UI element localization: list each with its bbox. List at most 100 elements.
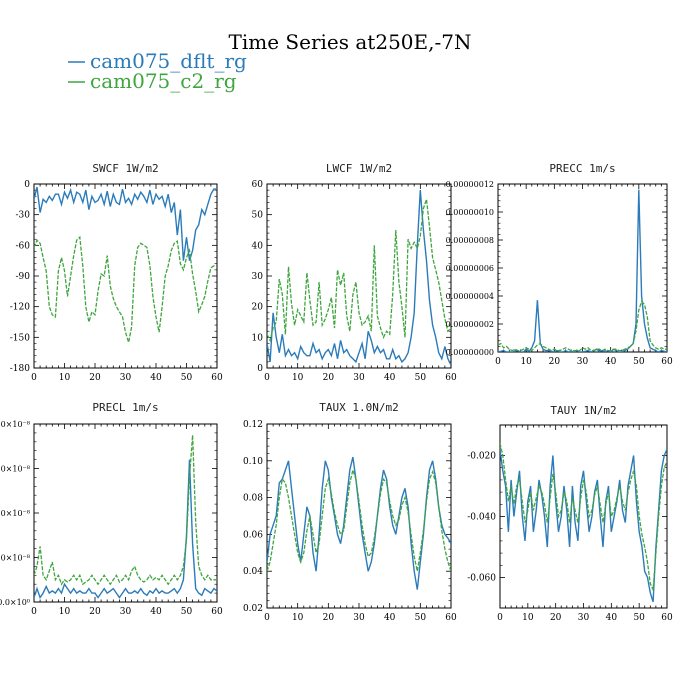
series-line-dflt [267, 456, 451, 590]
x-tick-label: 0 [495, 357, 501, 367]
legend: cam075_dflt_rg cam075_c2_rg [68, 49, 247, 93]
y-tick-label: 0 [257, 364, 263, 374]
y-tick-label: -0.060 [467, 574, 496, 584]
x-tick-label: 10 [520, 357, 532, 367]
y-tick-label: 0.00000000 [446, 348, 494, 357]
series-line-c2 [498, 300, 667, 352]
y-tick-label: 0.00000002 [446, 320, 494, 329]
panel-title: TAUY 1N/m2 [550, 404, 616, 417]
x-tick-label: 30 [353, 613, 365, 623]
x-tick-label: 60 [661, 613, 673, 623]
x-tick-label: 40 [150, 373, 162, 383]
y-tick-label: 0.00000010 [446, 208, 494, 217]
series-line-c2 [267, 199, 451, 343]
x-tick-label: 40 [384, 613, 396, 623]
x-tick-label: 20 [89, 373, 101, 383]
y-tick-label: -150 [10, 333, 30, 343]
y-tick-label: -90 [16, 272, 31, 282]
series-line-c2 [34, 235, 217, 343]
y-tick-label: 0.0×10⁰ [0, 598, 30, 607]
x-tick-label: 60 [211, 607, 223, 617]
x-tick-label: 0 [31, 607, 37, 617]
x-tick-label: 50 [415, 373, 427, 383]
legend-label-series-1: cam075_dflt_rg [90, 49, 247, 73]
series-line-dflt [34, 186, 217, 261]
x-tick-label: 60 [211, 373, 223, 383]
y-tick-label: 0.10 [243, 457, 263, 467]
x-tick-label: 40 [150, 607, 162, 617]
series-line-dflt [498, 189, 667, 352]
y-tick-label: 50 [252, 211, 264, 221]
x-tick-label: 10 [292, 373, 304, 383]
y-tick-label: -0.040 [467, 513, 496, 523]
x-tick-label: 20 [89, 607, 101, 617]
x-tick-label: 50 [181, 373, 193, 383]
x-tick-label: 20 [550, 613, 562, 623]
y-tick-label: 0 [24, 180, 30, 190]
figure-title: Time Series at250E,-7N [229, 30, 472, 54]
x-tick-label: 0 [264, 613, 270, 623]
precl-panel: PRECL 1m/s 0 10 20 30 40 50 60 4.0×10⁻⁸ 3.0×10⁻⁸ 2… [0, 401, 223, 617]
y-tick-label: 0.02 [243, 604, 263, 614]
x-tick-label: 0 [31, 373, 37, 383]
x-tick-label: 50 [181, 607, 193, 617]
x-tick-label: 30 [577, 357, 589, 367]
y-tick-label: -180 [10, 364, 30, 374]
panel-title: SWCF 1W/m2 [92, 162, 158, 175]
x-tick-label: 50 [415, 613, 427, 623]
y-tick-label: 1.0×10⁻⁸ [0, 554, 30, 563]
x-tick-label: 50 [633, 613, 645, 623]
x-tick-label: 30 [353, 373, 365, 383]
x-tick-label: 0 [264, 373, 270, 383]
y-tick-label: -60 [16, 241, 31, 251]
precc-panel: PRECC 1m/s 0 10 20 30 40 50 60 0.00000012 0.00000… [446, 162, 673, 367]
x-tick-label: 30 [120, 607, 132, 617]
legend-label-series-2: cam075_c2_rg [90, 69, 237, 93]
y-tick-label: -120 [10, 303, 30, 313]
y-tick-label: 10 [252, 333, 264, 343]
y-tick-label: 0.04 [243, 567, 263, 577]
taux-panel: TAUX 1.0N/m2 0 10 20 30 40 50 60 0.12 0.10 0.08 0.0… [243, 401, 457, 623]
panel-title: PRECC 1m/s [549, 162, 615, 175]
y-tick-label: 0.00000004 [446, 292, 494, 301]
y-tick-label: 0.00000012 [446, 180, 494, 189]
x-tick-label: 10 [522, 613, 534, 623]
x-tick-label: 10 [292, 613, 304, 623]
x-tick-label: 50 [633, 357, 645, 367]
y-tick-label: 0.00000006 [446, 264, 494, 273]
y-tick-label: 0.12 [243, 420, 263, 430]
x-tick-label: 0 [497, 613, 503, 623]
x-tick-label: 30 [120, 373, 132, 383]
y-tick-label: 30 [252, 272, 264, 282]
lwcf-panel: LWCF 1W/m2 0 10 20 30 40 50 60 60 50 40 30 20 10 0 [252, 162, 457, 383]
y-tick-label: 0.00000008 [446, 236, 494, 245]
x-tick-label: 60 [661, 357, 673, 367]
swcf-panel: SWCF 1W/m2 0 10 20 30 40 50 60 0 -30 -60 -90 -120 -15… [10, 162, 223, 383]
x-tick-label: 60 [445, 613, 457, 623]
series-line-c2 [500, 443, 667, 593]
y-tick-label: 2.0×10⁻⁸ [0, 509, 30, 518]
x-tick-label: 60 [445, 373, 457, 383]
y-tick-label: -30 [16, 211, 31, 221]
tauy-panel: TAUY 1N/m2 0 10 20 30 40 50 60 -0.020 -0.040 -0.06… [467, 404, 673, 623]
x-tick-label: 40 [384, 373, 396, 383]
x-tick-label: 20 [323, 613, 335, 623]
x-tick-label: 30 [578, 613, 590, 623]
x-tick-label: 20 [323, 373, 335, 383]
x-tick-label: 40 [606, 613, 618, 623]
series-line-c2 [267, 467, 451, 572]
y-tick-label: 0.08 [243, 494, 263, 504]
panel-title: TAUX 1.0N/m2 [319, 401, 398, 414]
x-tick-label: 20 [549, 357, 561, 367]
y-tick-label: 20 [252, 303, 264, 313]
x-tick-label: 40 [605, 357, 617, 367]
y-tick-label: 40 [252, 241, 264, 251]
series-line-c2 [34, 435, 217, 586]
panel-title: LWCF 1W/m2 [326, 162, 392, 175]
x-tick-label: 10 [59, 373, 71, 383]
y-tick-label: 3.0×10⁻⁸ [0, 465, 30, 474]
series-line-dflt [267, 190, 451, 366]
series-line-dflt [500, 449, 667, 603]
x-tick-label: 10 [59, 607, 71, 617]
